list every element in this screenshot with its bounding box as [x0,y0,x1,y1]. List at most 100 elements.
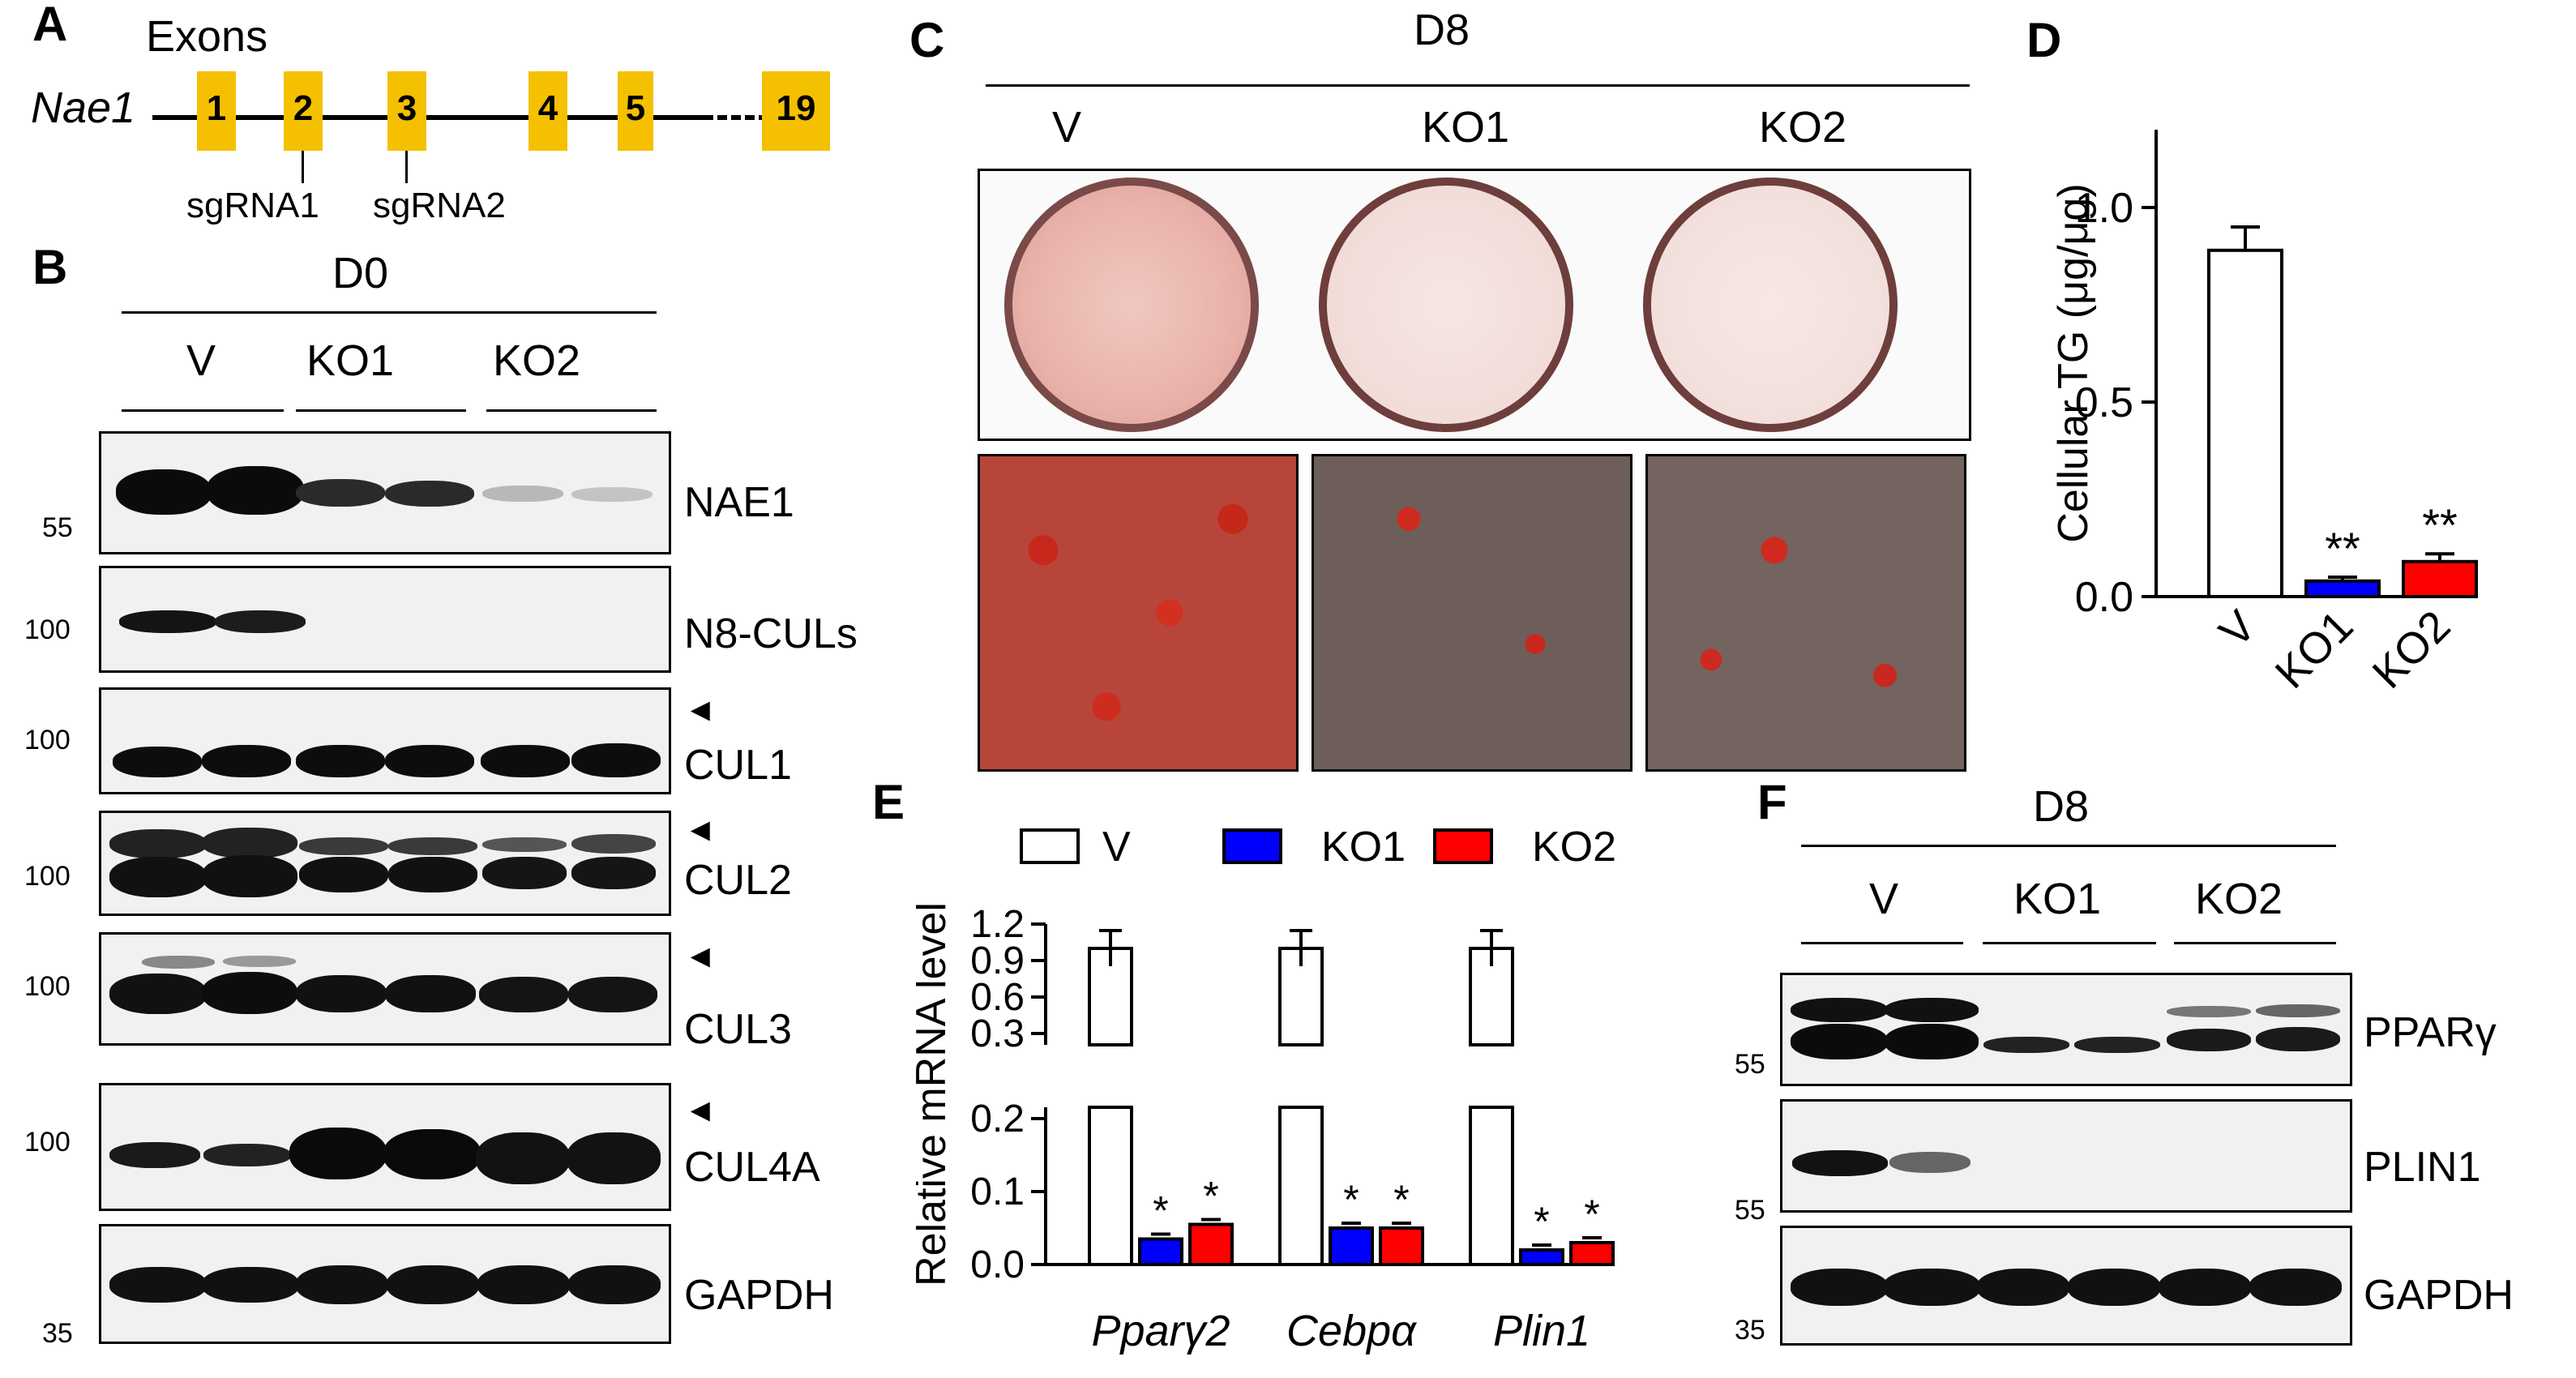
f-group-line [1801,942,1963,944]
blot-cul3 [99,932,671,1046]
b-day-line [122,311,657,314]
b-group-ko1: KO1 [306,336,395,385]
exon-box [618,71,653,151]
significance-label: * [1153,1188,1168,1234]
mw-marker: 55 [1735,1049,1765,1080]
arrow-marker: ◄ [684,939,717,974]
chart-e: 0.30.60.91.2 0.0 0.1 0.2 Relative mRNA level… [916,824,1616,1355]
blot-plin1 [1780,1099,2352,1213]
blot-label: GAPDH [684,1272,834,1319]
b-group-line [296,409,466,412]
exon-box [528,71,567,151]
y-tick-label: 0.2 [970,1098,1025,1140]
mw-marker: 35 [1735,1315,1765,1346]
bar [1329,1226,1374,1266]
legend-label: V [1102,824,1131,871]
y-tick-label: 0.0 [2075,574,2133,621]
significance-label: * [1534,1199,1549,1244]
legend-swatch [1433,828,1493,864]
exon-label: 5 [625,88,646,128]
panel-c-letter: C [909,13,945,67]
bar [2402,559,2478,598]
blot-label: CUL4A [684,1144,820,1191]
x-tick-label: KO1 [2266,601,2363,698]
sgrna2-label: sgRNA2 [373,186,506,225]
blot-label: PLIN1 [2364,1144,2481,1191]
y-axis-label: Cellular TG (μg/μg) [2050,183,2097,542]
sgrna2-tick [405,151,408,183]
panel-a-letter: A [32,0,68,51]
significance-label: * [1203,1174,1218,1219]
mw-marker: 55 [1735,1195,1765,1226]
y-tick-label: 0.9 [970,939,1025,982]
legend-swatch [1020,828,1080,864]
blot-label: GAPDH [2364,1272,2514,1319]
gene-line [152,115,704,120]
arrow-marker: ◄ [684,692,717,728]
c-group-v: V [1052,103,1082,152]
panel-b-letter: B [32,240,68,294]
arrow-marker: ◄ [684,812,717,848]
f-day-label: D8 [2033,782,2090,831]
blot-label: CUL2 [684,857,792,904]
blot-cul1 [99,687,671,794]
b-group-line [486,409,657,412]
significance-label: * [1343,1177,1359,1222]
micrograph-ko1 [1312,454,1632,772]
blot-label: N8-CULs [684,610,858,657]
y-tick-label: 0.3 [970,1012,1025,1055]
significance-label: * [1393,1177,1409,1222]
mw-marker: 35 [42,1318,73,1349]
bar [2304,579,2381,598]
mw-marker: 100 [24,971,71,1002]
exon-label: 1 [206,88,227,128]
y-tick-label: 1.2 [970,903,1025,946]
legend-label: KO2 [1532,824,1616,871]
f-day-line [1801,845,2336,847]
significance-label: ** [2422,499,2458,550]
mw-marker: 100 [24,614,71,645]
panel-e-letter: E [872,775,905,829]
blot-label: PPARγ [2364,1009,2497,1056]
f-group-v: V [1869,875,1899,923]
legend-label: KO1 [1321,824,1406,871]
bar [1088,1106,1133,1266]
blot-gapdh-f [1780,1226,2352,1346]
b-group-v: V [186,336,216,385]
c-group-ko2: KO2 [1759,103,1847,152]
y-tick-label: 1.0 [2075,185,2133,232]
exons-title: Exons [146,12,268,61]
exon-label: 19 [776,88,816,128]
exon-box [762,71,830,151]
y-tick-label: 0.6 [970,976,1025,1019]
sgrna1-tick [302,151,304,183]
well-plate-photo [978,169,1971,441]
bar [1278,1106,1324,1266]
legend-swatch [1222,828,1282,864]
bar [1569,1241,1615,1266]
x-tick-label: V [2210,601,2266,657]
mw-marker: 100 [24,1127,71,1158]
blot-label: CUL3 [684,1006,792,1053]
c-group-ko1: KO1 [1422,103,1510,152]
x-tick-label: Cebpα [1286,1307,1418,1355]
x-tick-label: Pparγ2 [1091,1307,1230,1355]
gene-name: Nae1 [31,83,136,132]
gene-dashes [704,115,768,120]
exon-box [197,71,236,151]
f-group-line [1983,942,2156,944]
c-day-label: D8 [1414,6,1470,54]
blot-n8-culs [99,566,671,673]
exon-label: 2 [293,88,314,128]
blot-cul2 [99,811,671,916]
exon-label: 4 [537,88,558,128]
bar [1188,1222,1234,1266]
bar [1138,1237,1183,1266]
x-tick-label: KO2 [2364,601,2460,698]
mw-marker: 55 [42,512,73,543]
sgrna1-label: sgRNA1 [186,186,319,225]
blot-label: NAE1 [684,479,794,526]
significance-label: * [1584,1192,1599,1237]
panel-d-letter: D [2026,13,2062,67]
arrow-marker: ◄ [684,1093,717,1128]
